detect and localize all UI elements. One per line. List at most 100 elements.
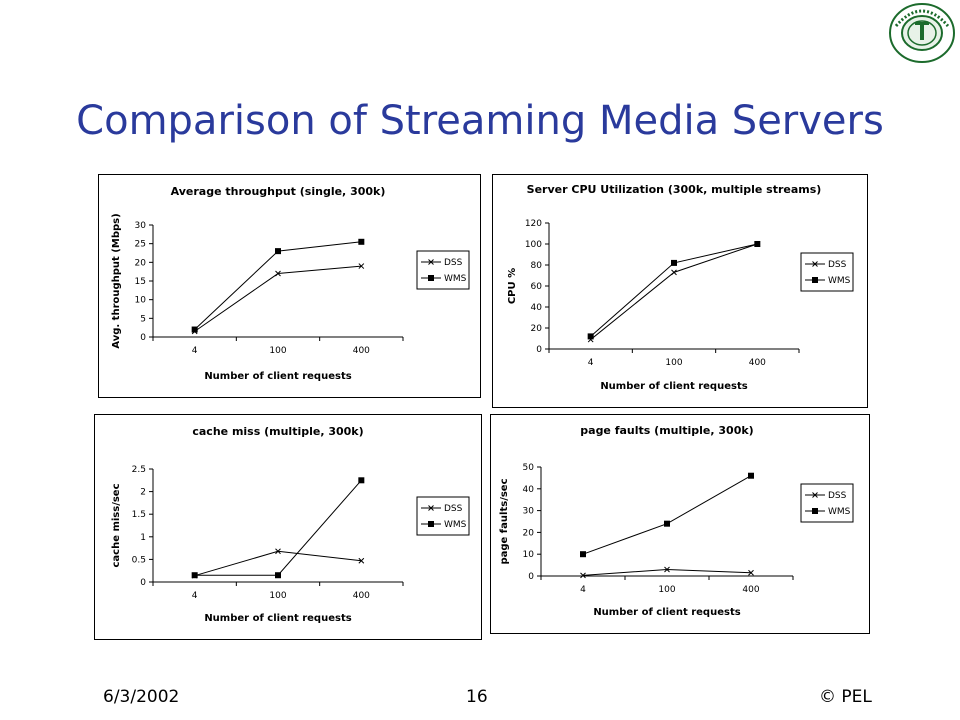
y-tick-label: 30 <box>135 221 147 231</box>
data-point-dss <box>748 569 754 576</box>
chart-title: page faults (multiple, 300k) <box>580 424 753 437</box>
data-point-wms <box>275 248 281 255</box>
data-point-dss <box>275 270 281 277</box>
data-point-dss <box>358 263 365 269</box>
legend-marker <box>428 259 434 265</box>
series-line-wms <box>590 243 758 337</box>
legend-marker <box>428 275 434 281</box>
y-axis-label: cache miss/sec <box>111 483 122 567</box>
x-tick-label: 100 <box>665 358 682 368</box>
x-axis-label: Number of client requests <box>593 607 740 618</box>
x-tick-label: 100 <box>658 585 675 595</box>
data-point-dss <box>671 269 677 276</box>
y-tick-label: 25 <box>135 240 146 250</box>
data-point-wms <box>664 520 670 527</box>
legend-marker <box>428 505 434 511</box>
legend-marker <box>812 492 818 498</box>
chart-panel-cache-miss: cache miss (multiple, 300k) 0 0.5 1 1.5 2 2.5 4… <box>94 414 482 640</box>
chart-title: cache miss (multiple, 300k) <box>192 425 363 438</box>
x-tick-label: 100 <box>269 591 286 601</box>
data-point-wms <box>358 238 365 245</box>
y-tick-label: 80 <box>531 261 543 271</box>
chart-panel-cpu: Server CPU Utilization (300k, multiple s… <box>492 174 868 408</box>
data-point-wms <box>671 259 677 266</box>
legend: DSS WMS <box>800 483 854 523</box>
x-tick-label: 100 <box>269 346 286 356</box>
y-tick-label: 0.5 <box>132 555 146 565</box>
y-tick-label: 2.5 <box>132 465 146 475</box>
chart-0: Average throughput (single, 300k) 0 5 10 15 2… <box>111 185 470 382</box>
y-tick-label: 20 <box>523 528 535 538</box>
x-axis-label: Number of client requests <box>204 371 351 382</box>
series-line-dss <box>194 265 362 332</box>
chart-panel-throughput: Average throughput (single, 300k) 0 5 10 15 2… <box>98 174 481 398</box>
legend-box <box>800 252 854 292</box>
x-tick-label: 4 <box>588 358 594 368</box>
chart-2: cache miss (multiple, 300k) 0 0.5 1 1.5 2 2.5 4… <box>111 425 470 624</box>
y-tick-label: 5 <box>140 314 146 324</box>
y-axis-label: page faults/sec <box>499 478 510 564</box>
chart-1: Server CPU Utilization (300k, multiple s… <box>507 183 854 392</box>
series-line-dss <box>194 550 362 577</box>
legend: DSS WMS <box>416 496 470 536</box>
slide-title: Comparison of Streaming Media Servers <box>76 98 884 144</box>
data-point-wms <box>580 551 586 558</box>
legend-box <box>800 483 854 523</box>
footer-copyright: © PEL <box>819 687 872 707</box>
y-tick-label: 1 <box>140 533 146 543</box>
x-tick-label: 400 <box>742 585 759 595</box>
series-line-wms <box>582 475 752 555</box>
y-tick-label: 100 <box>525 240 542 250</box>
x-axis-label: Number of client requests <box>600 381 747 392</box>
data-point-wms <box>191 326 198 333</box>
data-point-wms <box>358 477 365 484</box>
y-axis-label: Avg. throughput (Mbps) <box>111 213 122 348</box>
y-tick-label: 1.5 <box>132 510 146 520</box>
data-point-wms <box>191 572 198 579</box>
y-axis-label: CPU % <box>507 268 518 304</box>
y-tick-label: 0 <box>140 333 146 343</box>
y-tick-label: 0 <box>536 345 542 355</box>
legend-label-dss: DSS <box>444 504 463 514</box>
chart-title: Average throughput (single, 300k) <box>171 185 386 198</box>
legend-label-dss: DSS <box>828 491 847 501</box>
y-tick-label: 30 <box>523 507 535 517</box>
x-tick-label: 400 <box>353 346 370 356</box>
legend-label-wms: WMS <box>828 507 851 517</box>
footer-page-number: 16 <box>466 687 488 707</box>
data-point-dss <box>275 548 281 555</box>
legend-box <box>416 250 470 290</box>
series-line-dss <box>590 243 758 340</box>
series-line-wms <box>194 241 362 330</box>
legend-label-wms: WMS <box>828 276 851 286</box>
x-tick-label: 4 <box>192 346 198 356</box>
y-tick-label: 15 <box>135 277 146 287</box>
footer-date: 6/3/2002 <box>103 687 180 707</box>
legend: DSS WMS <box>800 252 854 292</box>
data-point-dss <box>664 566 670 573</box>
y-tick-label: 0 <box>528 572 534 582</box>
y-tick-label: 40 <box>531 303 543 313</box>
chart-3: page faults (multiple, 300k) 0 10 20 30 40 50 4… <box>499 424 854 618</box>
y-tick-label: 2 <box>140 488 146 498</box>
x-tick-label: 4 <box>580 585 586 595</box>
data-point-dss <box>358 557 365 564</box>
y-tick-label: 60 <box>531 282 543 292</box>
data-point-wms <box>754 241 761 247</box>
data-point-dss <box>580 572 586 579</box>
data-point-wms <box>748 472 754 479</box>
legend-marker <box>812 508 818 514</box>
series-line-wms <box>194 479 362 576</box>
legend-label-wms: WMS <box>444 274 467 284</box>
y-tick-label: 50 <box>523 463 535 473</box>
y-tick-label: 20 <box>135 258 147 268</box>
legend-marker <box>812 261 818 267</box>
y-tick-label: 120 <box>525 219 542 229</box>
chart-title: Server CPU Utilization (300k, multiple s… <box>527 183 822 196</box>
y-tick-label: 10 <box>523 550 535 560</box>
y-tick-label: 20 <box>531 324 543 334</box>
data-point-wms <box>275 572 281 579</box>
legend-label-dss: DSS <box>828 260 847 270</box>
data-point-wms <box>587 333 594 340</box>
x-tick-label: 4 <box>192 591 198 601</box>
